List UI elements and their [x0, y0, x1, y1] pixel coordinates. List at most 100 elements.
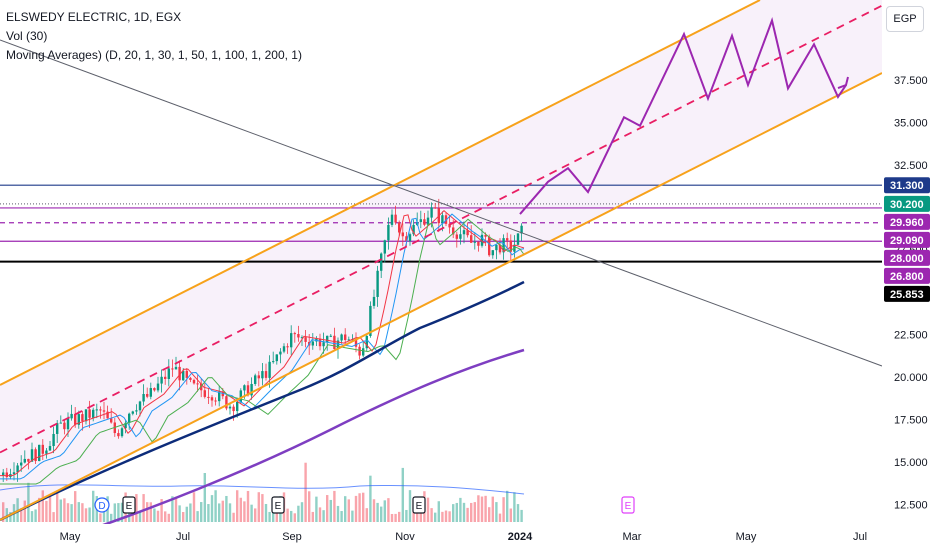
candle-body [516, 233, 520, 245]
candle-body [95, 409, 98, 411]
currency-button[interactable]: EGP [886, 6, 924, 32]
chart-legend: ELSWEDY ELECTRIC, 1D, EGX Vol (30) Movin… [6, 8, 302, 65]
volume-bar [358, 493, 361, 522]
volume-bar [430, 508, 433, 522]
candle-body [491, 250, 494, 256]
price-tag-label: 31.300 [890, 180, 924, 192]
candle-body [362, 348, 365, 356]
volume-bar [398, 511, 401, 522]
candle-body [286, 346, 289, 348]
candle-body [52, 433, 55, 447]
volume-bar [171, 496, 174, 522]
volume-bar [448, 511, 451, 522]
candle-body [239, 390, 242, 403]
candle-body [192, 379, 196, 384]
ma-100-line [0, 280, 525, 522]
candle-body [434, 207, 437, 209]
candle-body [502, 238, 505, 253]
volume-bar [369, 475, 372, 522]
volume-bar [232, 512, 235, 522]
volume-bar [405, 509, 408, 522]
candle-body [106, 411, 109, 419]
candle-body [63, 422, 66, 430]
candle-body [275, 354, 278, 362]
volume-bar [520, 509, 523, 522]
volume-bar [113, 503, 116, 522]
moving-averages-indicator-label[interactable]: Moving Averages) (D, 20, 1, 30, 1, 50, 1… [6, 48, 302, 62]
candle-body [340, 334, 343, 341]
candle-body [261, 371, 264, 379]
volume-indicator-label[interactable]: Vol (30) [6, 29, 48, 43]
volume-bar [200, 502, 203, 522]
y-tick-label: 17.500 [894, 415, 928, 427]
volume-bar [268, 511, 271, 522]
candle-body [376, 270, 379, 297]
volume-bar [372, 499, 376, 522]
candle-body [254, 375, 257, 384]
volume-bar [2, 502, 5, 522]
candle-body [27, 458, 30, 462]
time-axis-background [0, 524, 932, 550]
candle-body [354, 339, 358, 347]
price-tag-label: 26.800 [890, 271, 924, 283]
volume-bar [189, 503, 192, 522]
symbol-title[interactable]: ELSWEDY ELECTRIC, 1D, EGX [6, 10, 182, 24]
volume-bar [326, 495, 329, 522]
candle-body [401, 232, 404, 237]
candle-body [380, 253, 383, 271]
candle-body [110, 418, 113, 423]
candle-body [365, 335, 368, 349]
price-tag [884, 213, 930, 230]
ma-200-line [59, 348, 525, 542]
candle-body [236, 402, 239, 412]
candle-body [466, 230, 469, 236]
volume-bar [182, 512, 185, 522]
candle-body [48, 446, 52, 451]
volume-bar [408, 490, 412, 522]
candle-body [272, 361, 275, 363]
candle-body [509, 240, 512, 252]
x-tick-label: Mar [623, 531, 642, 543]
candle-body [135, 410, 138, 412]
candle-body [128, 413, 131, 423]
candle-body [408, 234, 412, 241]
y-tick-label: 22.500 [894, 330, 928, 342]
price-axis: 12.50015.00017.50020.00022.50025.00027.5… [882, 0, 932, 550]
earnings-event-marker [122, 496, 136, 514]
volume-bar [488, 507, 491, 522]
volume-bar [257, 492, 260, 522]
price-tag [884, 285, 930, 302]
candle-body [318, 338, 322, 347]
candle-body [480, 234, 484, 246]
candle-body [419, 219, 422, 223]
volume-bar [66, 503, 70, 522]
candle-body [372, 296, 376, 306]
dividend-event-marker [94, 497, 110, 513]
event-marker-label: E [126, 501, 133, 512]
candle-body [369, 305, 372, 336]
candle-body [484, 234, 487, 237]
candle-body [459, 234, 462, 239]
volume-bar [214, 490, 217, 522]
ma-50-line [0, 218, 525, 485]
candle-body [279, 351, 282, 355]
volume-bar [27, 482, 30, 522]
event-marker-label: E [416, 501, 423, 512]
candle-body [498, 244, 502, 253]
candle-body [189, 377, 192, 380]
y-tick-label: 32.500 [894, 160, 928, 172]
candle-body [138, 401, 142, 411]
y-tick-label: 15.000 [894, 457, 928, 469]
candle-body [171, 368, 174, 370]
volume-bar [340, 511, 343, 522]
volume-bar [138, 512, 142, 522]
volume-bar [473, 502, 476, 522]
candle-body [164, 376, 167, 379]
channel-median-line [0, 4, 883, 454]
volume-bar [351, 510, 354, 522]
volume-bar [502, 497, 505, 522]
candle-body [120, 428, 124, 437]
x-tick-label: May [736, 531, 757, 543]
volume-bar [88, 507, 91, 522]
